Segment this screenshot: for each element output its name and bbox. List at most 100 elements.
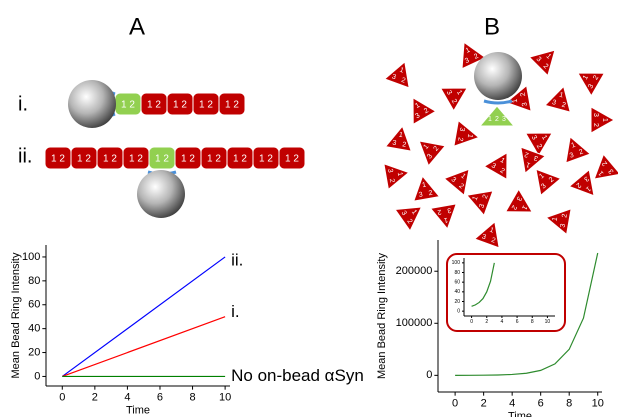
bead	[68, 80, 116, 128]
triangle-digit: 1	[570, 142, 576, 150]
monomer-label: 1 2	[233, 154, 247, 165]
triangle-digit: 3	[515, 195, 523, 202]
triangle-digit: 3	[592, 113, 599, 117]
x-tick-label: 10	[219, 391, 231, 403]
y-tick-label: 60	[28, 299, 40, 311]
monomer-label: 1 2	[225, 100, 239, 111]
triangle	[439, 87, 469, 112]
bead	[474, 52, 522, 100]
triangle-unit: 123	[483, 151, 508, 181]
triangle-digit: 2	[482, 194, 490, 200]
y-tick-label: 40	[28, 323, 40, 335]
triangle-digit: 1	[422, 143, 430, 151]
triangle-digit: 1	[601, 118, 608, 122]
triangle-digit: 2	[450, 98, 458, 105]
triangle-digit: 1	[443, 216, 448, 224]
triangle-digit: 1	[558, 92, 564, 100]
monomer-label: 1 2	[181, 154, 195, 165]
y-tick-label: 80	[454, 270, 460, 276]
triangle-digit: 3	[464, 57, 471, 65]
triangle-digit: 3	[426, 153, 434, 161]
triangle-digit: 2	[510, 204, 518, 211]
x-tick-label: 6	[538, 397, 544, 409]
triangle-digit: 3	[502, 116, 506, 123]
triangle-digit: 2	[388, 178, 396, 183]
triangle-digit: 3	[540, 183, 548, 191]
triangle	[412, 96, 437, 126]
triangle-digit: 2	[428, 190, 433, 198]
triangle	[384, 125, 412, 152]
triangle	[413, 175, 441, 202]
monomer	[218, 92, 246, 116]
triangle	[483, 151, 508, 181]
monomer-label: 1 2	[147, 100, 161, 111]
x-tick-label: 2	[485, 319, 488, 325]
triangle-digit: 1	[512, 98, 520, 103]
triangle-digit: 1	[520, 204, 528, 211]
triangle	[505, 84, 532, 112]
triangle-digit: 2	[524, 150, 530, 158]
panel-label: B	[484, 13, 500, 40]
x-tick-label: 10	[545, 319, 551, 325]
triangle-unit: 123	[383, 60, 410, 89]
triangle-digit: 3	[569, 152, 575, 160]
triangle-digit: 2	[405, 218, 413, 225]
y-tick-label: 20	[454, 299, 460, 305]
triangle-unit: 12 3	[504, 188, 534, 213]
triangle-unit: 123	[545, 208, 572, 236]
panel-label: A	[129, 13, 145, 40]
x-tick-label: 0	[470, 319, 473, 325]
triangle-digit: 3	[535, 56, 543, 64]
triangle-digit: 1	[584, 185, 592, 193]
triangle-digit: 3	[386, 168, 394, 173]
triangle-digit: 3	[490, 162, 497, 170]
triangle-unit: 123	[524, 132, 554, 157]
triangle-digit: 3	[450, 176, 458, 184]
triangle-unit: 123	[453, 119, 480, 147]
triangle-digit: 3	[400, 210, 408, 217]
triangle-digit: 3	[582, 175, 590, 183]
triangle	[453, 119, 480, 147]
triangle-digit: 2	[473, 53, 480, 61]
triangle-digit: 1	[459, 172, 467, 180]
monomer-label: 1 2	[199, 100, 213, 111]
triangle-digit: 2	[520, 92, 528, 97]
x-tick-label: 2	[481, 397, 487, 409]
triangle-digit: 1	[597, 169, 605, 177]
triangle-digit: 2	[457, 183, 465, 191]
y-tick-label: 0	[34, 370, 40, 382]
monomer-label: 1 2	[173, 100, 187, 111]
triangle-digit: 3	[414, 112, 421, 120]
triangle-digit: 3	[560, 223, 568, 228]
y-tick-label: 100	[452, 260, 461, 266]
triangle	[535, 168, 562, 197]
triangle-digit: 1	[538, 172, 546, 180]
monomer-label: 1 2	[51, 154, 65, 165]
series-label: ii.	[231, 250, 243, 269]
triangle-digit: 3	[478, 203, 486, 209]
line-series	[471, 262, 495, 307]
triangle-digit: 1	[466, 133, 474, 138]
monomer	[278, 146, 306, 170]
triangle-digit: 1	[525, 160, 531, 168]
y-tick-label: 100	[22, 251, 40, 263]
triangle-digit: 2	[433, 145, 441, 153]
triangle-digit: 3	[530, 134, 538, 141]
x-tick-label: 4	[501, 319, 504, 325]
y-tick-label: 200000	[396, 265, 433, 277]
triangle-unit: 123	[473, 220, 500, 249]
triangle	[593, 153, 618, 180]
monomer-label: 1 2	[207, 154, 221, 165]
triangle-unit: 123	[528, 49, 556, 77]
x-tick-label: 8	[566, 397, 572, 409]
triangle	[528, 49, 556, 77]
x-tick-label: 8	[531, 319, 534, 325]
bead	[137, 170, 185, 218]
triangle-unit: 123	[439, 87, 469, 112]
triangle-digit: 1	[396, 172, 404, 177]
triangle-unit: 123	[461, 41, 487, 70]
